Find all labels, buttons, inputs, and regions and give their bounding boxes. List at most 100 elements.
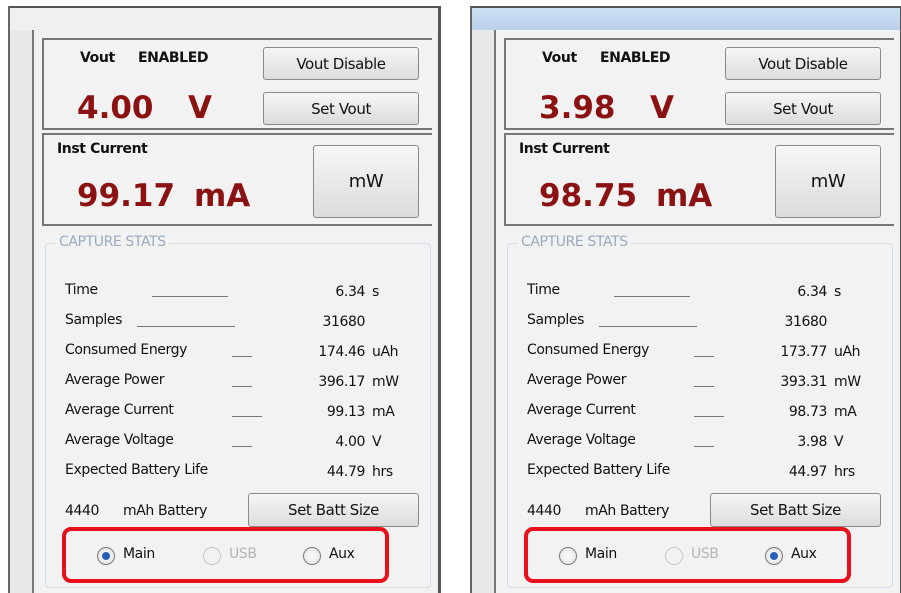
voltage-value: 3.98	[539, 90, 616, 126]
stat-value: 4.00	[335, 434, 365, 450]
stat-value: 98.73	[788, 404, 827, 420]
stat-label: Consumed Energy	[65, 342, 187, 358]
radio-button[interactable]	[765, 547, 783, 565]
radio-label: Main	[123, 546, 155, 562]
stat-label: Average Power	[527, 372, 627, 388]
radio-label: Aux	[791, 546, 817, 562]
highlight-box	[524, 527, 851, 583]
voltage-value: 4.00	[77, 90, 154, 126]
stat-leader	[137, 326, 235, 327]
vout-label: Vout	[80, 50, 115, 66]
side-strip	[472, 30, 496, 593]
current-value: 99.17	[77, 178, 176, 214]
stat-leader	[694, 356, 714, 357]
title-bar	[472, 8, 900, 30]
stat-unit: s	[372, 284, 379, 300]
vout-disable-button[interactable]: Vout Disable	[725, 47, 881, 80]
battery-size: 4440	[527, 503, 562, 519]
stat-value: 3.98	[797, 434, 827, 450]
set-vout-button[interactable]: Set Vout	[725, 92, 881, 125]
set-batt-button[interactable]: Set Batt Size	[248, 493, 419, 527]
stat-leader	[152, 296, 228, 297]
set-batt-button[interactable]: Set Batt Size	[710, 493, 881, 527]
vout-status: ENABLED	[600, 50, 671, 66]
side-strip	[10, 30, 34, 593]
stats-group	[45, 243, 431, 588]
radio-label: Main	[585, 546, 617, 562]
stat-value: 44.79	[326, 464, 365, 480]
stat-value: 174.46	[318, 344, 365, 360]
radio-button[interactable]	[559, 547, 577, 565]
stat-value: 31680	[784, 314, 827, 330]
battery-label: mAh Battery	[585, 503, 669, 519]
stat-unit: mA	[834, 404, 857, 420]
stat-leader	[694, 446, 714, 447]
stat-unit: mA	[372, 404, 395, 420]
set-vout-button[interactable]: Set Vout	[263, 92, 419, 125]
stat-value: 31680	[322, 314, 365, 330]
stat-value: 173.77	[780, 344, 827, 360]
vout-status: ENABLED	[138, 50, 209, 66]
battery-size: 4440	[65, 503, 100, 519]
stats-title: CAPTURE STATS	[518, 234, 631, 250]
stat-leader	[614, 296, 690, 297]
stat-leader	[232, 386, 252, 387]
current-label: Inst Current	[519, 141, 610, 157]
stat-leader	[694, 416, 724, 417]
voltage-unit: V	[650, 90, 674, 126]
stat-unit: V	[834, 434, 844, 450]
stat-leader	[599, 326, 697, 327]
stat-unit: s	[834, 284, 841, 300]
current-box	[504, 133, 894, 226]
stat-unit: mW	[834, 374, 861, 390]
radio-button[interactable]	[303, 547, 321, 565]
mw-button[interactable]: mW	[775, 145, 881, 218]
vout-box	[504, 38, 894, 130]
stat-leader	[232, 416, 262, 417]
stat-value: 44.97	[788, 464, 827, 480]
vout-box	[42, 38, 432, 130]
current-value: 98.75	[539, 178, 638, 214]
stat-value: 393.31	[780, 374, 827, 390]
stat-value: 6.34	[797, 284, 827, 300]
highlight-box	[62, 527, 389, 583]
stat-unit: hrs	[834, 464, 855, 480]
stat-label: Consumed Energy	[527, 342, 649, 358]
stat-unit: uAh	[372, 344, 399, 360]
stat-unit: V	[372, 434, 382, 450]
voltage-unit: V	[188, 90, 212, 126]
stats-group	[507, 243, 893, 588]
stat-leader	[232, 356, 252, 357]
stat-label: Average Voltage	[527, 432, 636, 448]
stat-unit: uAh	[834, 344, 861, 360]
radio-label: USB	[229, 546, 257, 562]
mw-button[interactable]: mW	[313, 145, 419, 218]
radio-button[interactable]	[97, 547, 115, 565]
radio-button	[665, 547, 683, 565]
radio-button	[203, 547, 221, 565]
stat-label: Expected Battery Life	[65, 462, 208, 478]
current-unit: mA	[194, 178, 251, 214]
vout-disable-button[interactable]: Vout Disable	[263, 47, 419, 80]
stat-label: Average Current	[527, 402, 636, 418]
stat-label: Expected Battery Life	[527, 462, 670, 478]
radio-label: USB	[691, 546, 719, 562]
stat-label: Time	[65, 282, 98, 298]
stat-label: Average Current	[65, 402, 174, 418]
current-label: Inst Current	[57, 141, 148, 157]
stat-value: 99.13	[326, 404, 365, 420]
stat-unit: hrs	[372, 464, 393, 480]
stat-label: Samples	[65, 312, 122, 328]
stats-title: CAPTURE STATS	[56, 234, 169, 250]
stat-value: 6.34	[335, 284, 365, 300]
stat-leader	[232, 446, 252, 447]
stat-label: Average Power	[65, 372, 165, 388]
battery-label: mAh Battery	[123, 503, 207, 519]
current-box	[42, 133, 432, 226]
stat-label: Time	[527, 282, 560, 298]
stat-label: Average Voltage	[65, 432, 174, 448]
stat-value: 396.17	[318, 374, 365, 390]
vout-label: Vout	[542, 50, 577, 66]
stat-unit: mW	[372, 374, 399, 390]
